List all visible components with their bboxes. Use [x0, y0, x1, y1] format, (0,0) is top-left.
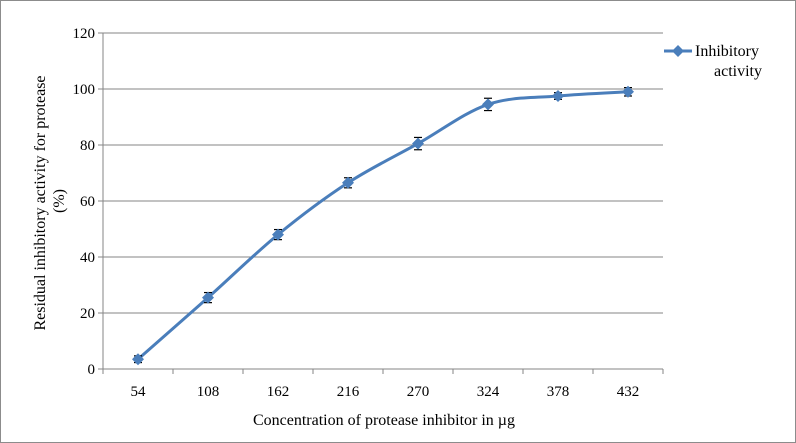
x-tick-label-54: 54	[131, 384, 147, 400]
x-tick-label-108: 108	[197, 384, 220, 400]
x-axis-title: Concentration of protease inhibitor in µ…	[253, 412, 515, 429]
data-point-378	[552, 90, 564, 102]
legend: Inhibitory activity	[664, 43, 762, 80]
y-tick-label-80: 80	[80, 138, 95, 154]
x-tick-label-432: 432	[617, 384, 640, 400]
gridlines	[103, 32, 663, 314]
data-point-162	[272, 228, 284, 241]
x-tick-label-378: 378	[547, 384, 570, 400]
x-tick-label-324: 324	[477, 384, 500, 400]
legend-diamond-marker	[672, 45, 684, 57]
y-axis-title-line-2: (%)	[51, 189, 68, 213]
data-point-432	[622, 85, 634, 98]
x-tick-label-162: 162	[267, 384, 290, 400]
data-point-216	[342, 176, 354, 189]
series-line-0	[137, 90, 629, 361]
x-tick-label-216: 216	[337, 384, 360, 400]
y-tick-label-0: 0	[88, 362, 96, 378]
legend-label-line-1: Inhibitory	[695, 43, 759, 60]
y-tick-labels: 0 20 40 60 80 100 120	[73, 26, 96, 378]
legend-label-line-2: activity	[714, 63, 762, 80]
x-tick-labels: 54 108 162 216 270 324 378 432	[131, 384, 640, 400]
series-group	[132, 85, 634, 366]
y-tick-label-20: 20	[80, 306, 95, 322]
data-point-270	[412, 137, 424, 150]
data-point-54	[132, 353, 144, 366]
x-tick-label-270: 270	[407, 384, 430, 400]
axes	[98, 32, 664, 374]
y-tick-label-60: 60	[80, 194, 95, 210]
y-tick-label-40: 40	[80, 250, 95, 266]
data-point-108	[202, 291, 214, 304]
y-axis-title-line-1: Residual inhibitory activity for proteas…	[32, 75, 49, 330]
y-tick-label-120: 120	[73, 26, 96, 42]
data-point-324	[482, 98, 494, 111]
y-tick-label-100: 100	[73, 82, 96, 98]
y-axis-title: Residual inhibitory activity for proteas…	[32, 71, 68, 330]
